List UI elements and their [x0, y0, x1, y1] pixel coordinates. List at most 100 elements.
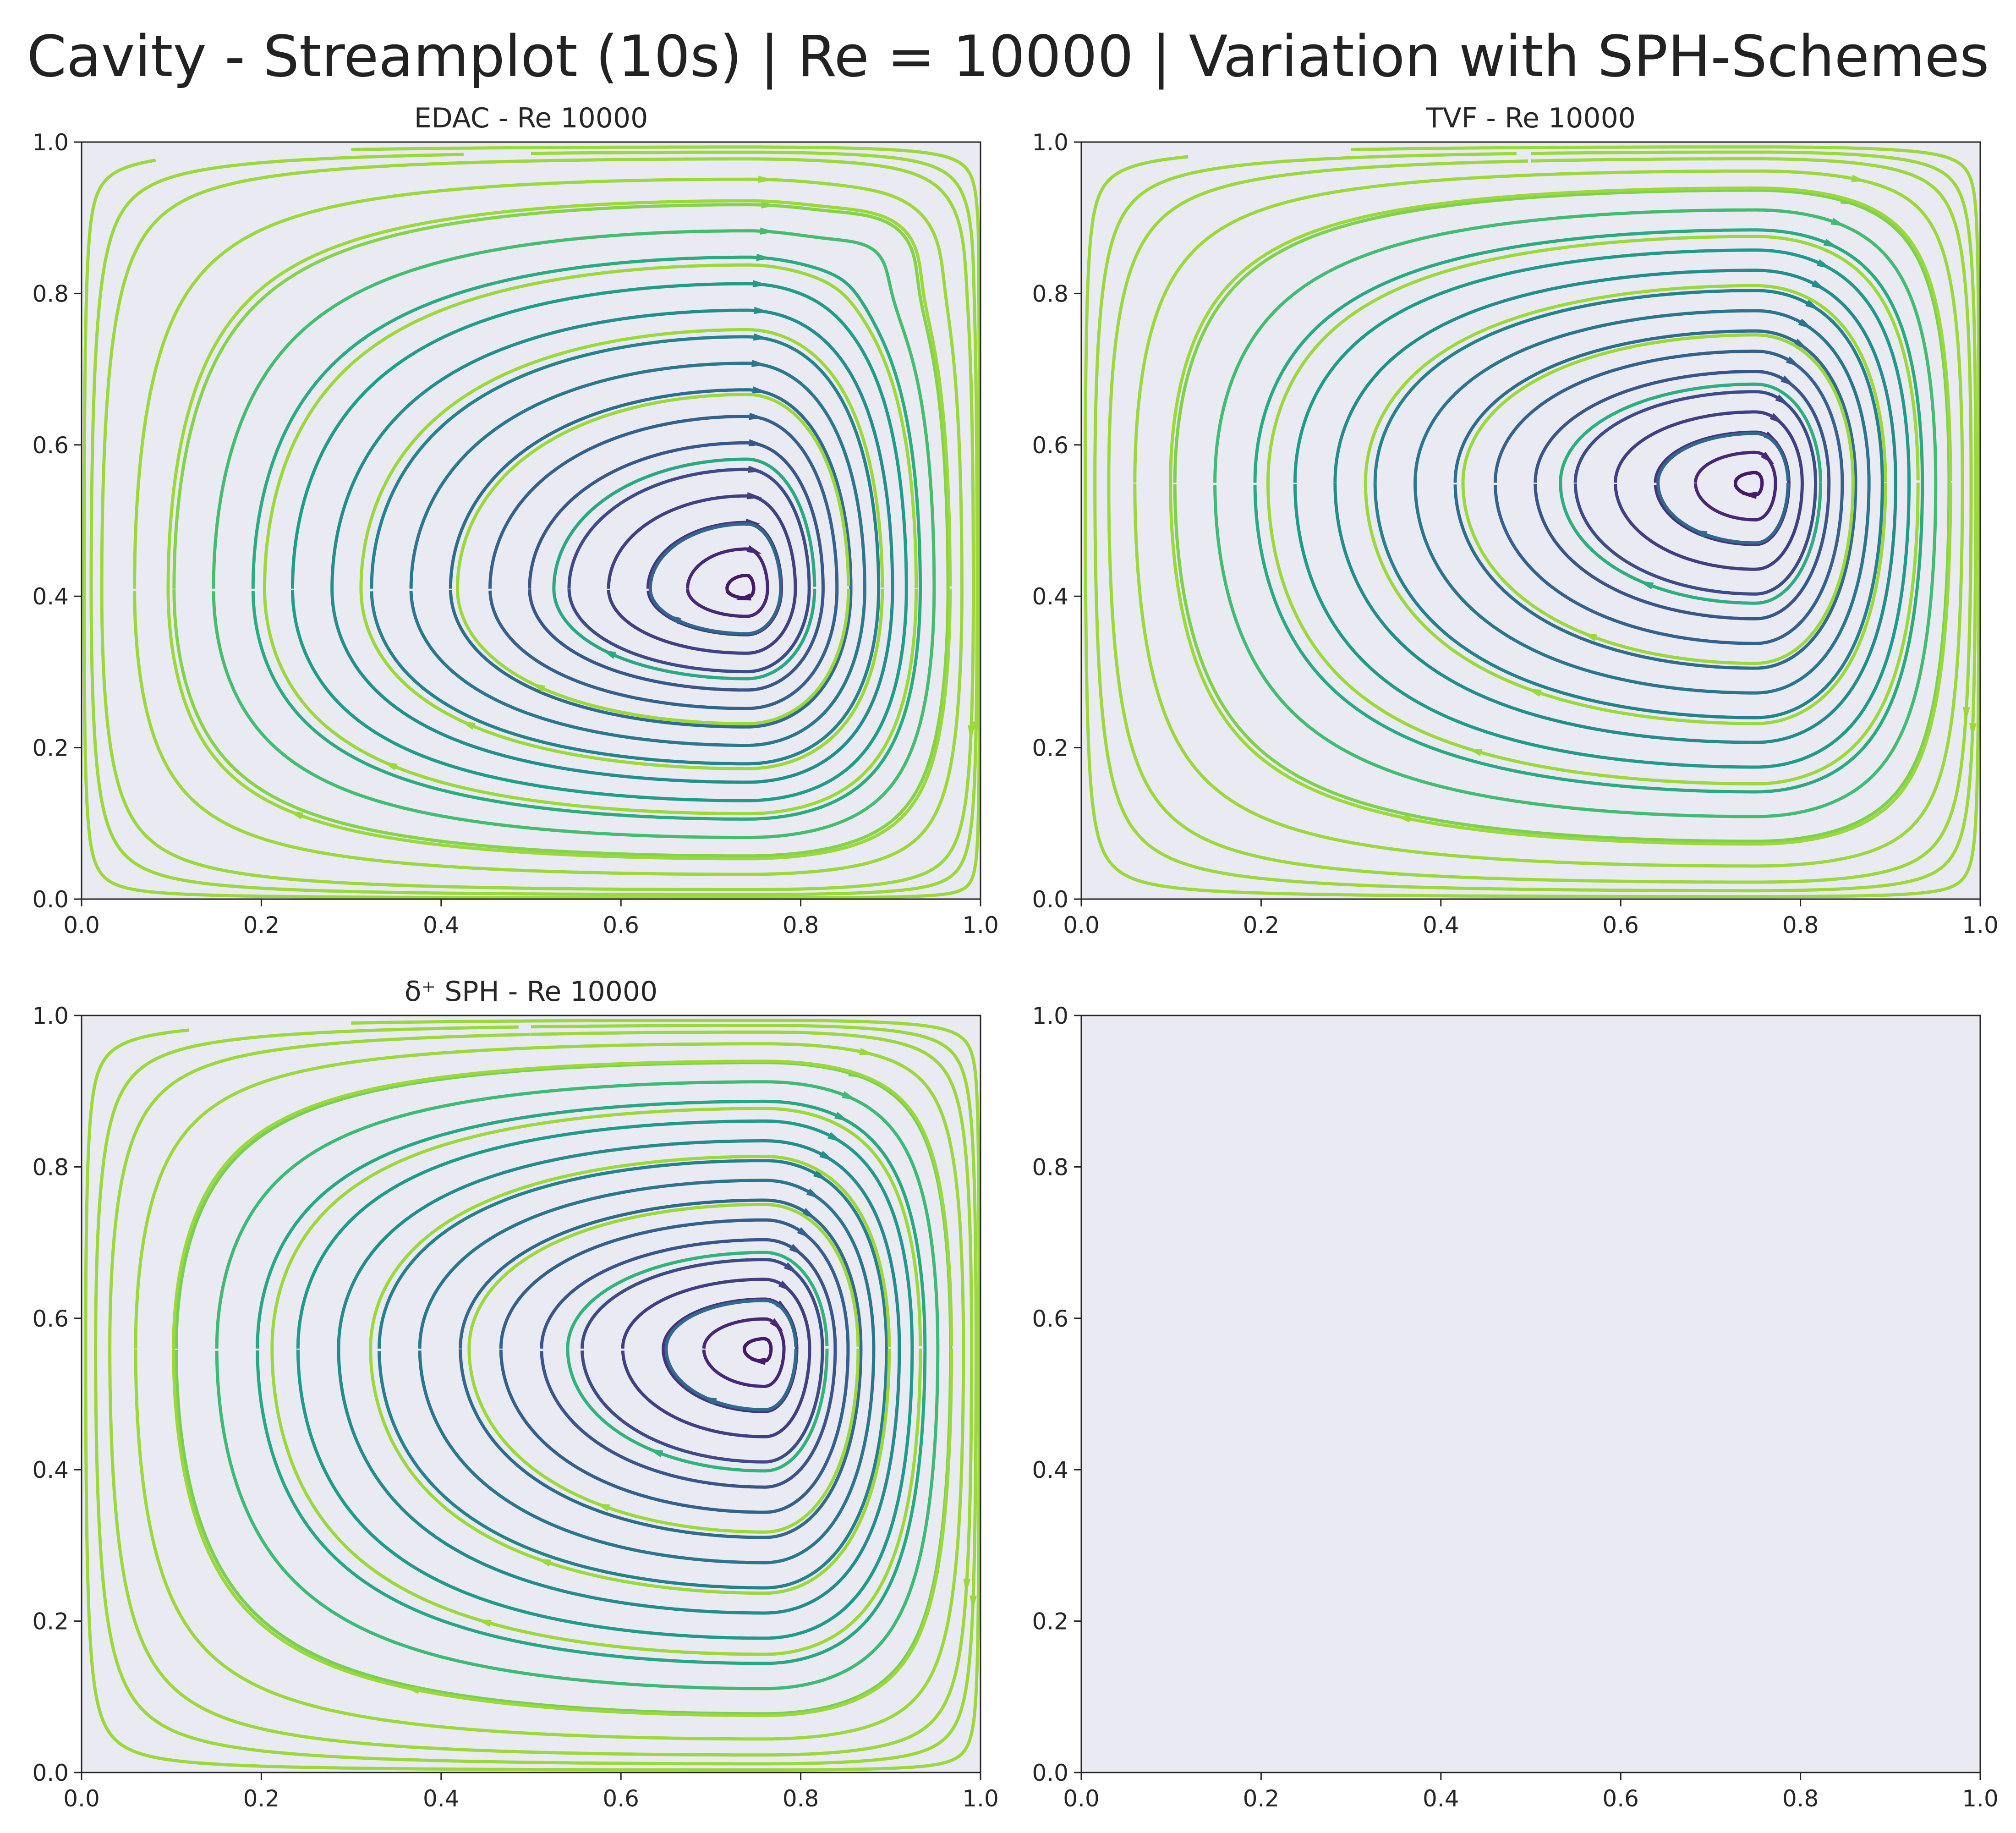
streamline: [1133, 169, 1964, 868]
y-tick-label: 0.0: [32, 1760, 69, 1786]
streamline-arrow: [460, 720, 476, 730]
streamline: [686, 547, 769, 618]
streamline-arrow: [761, 201, 777, 209]
streamline: [369, 1155, 891, 1595]
y-tick-label: 0.4: [1032, 1457, 1068, 1483]
x-tick-label: 0.4: [423, 912, 460, 938]
streamline-arrow: [747, 466, 763, 473]
streamline: [455, 393, 850, 725]
streamline-arrow: [601, 649, 617, 659]
x-tick-label: 0.2: [243, 912, 280, 938]
streamline-arrow: [842, 1091, 857, 1100]
y-tick-label: 0.4: [1032, 583, 1068, 610]
streamline: [337, 1139, 901, 1615]
streamline: [409, 362, 866, 747]
plot-area: [1081, 1015, 1980, 1773]
streamline: [1614, 410, 1804, 571]
streamline: [607, 494, 797, 655]
streamline-arrow: [1786, 356, 1801, 368]
streamline: [1213, 208, 1938, 818]
streamline: [499, 1218, 850, 1514]
streamline: [1253, 228, 1924, 794]
streamline: [89, 150, 979, 896]
streamline: [528, 441, 825, 692]
streamline-arrow: [746, 545, 762, 554]
y-tick-label: 1.0: [32, 129, 69, 156]
streamline: [1333, 269, 1897, 744]
streamline-arrow: [1638, 581, 1654, 590]
x-tick-label: 0.0: [63, 912, 100, 938]
streamline-arrow: [1769, 413, 1784, 424]
panel-edac: 0.0 0.2 0.4 0.6 0.8 1.0 0.0 0.2 0.4 0.6 0.8 1.0 EDAC…: [32, 102, 998, 938]
streamline-arrow: [1817, 259, 1832, 269]
streamline-arrow: [749, 412, 764, 420]
streamline-arrow: [1805, 300, 1820, 310]
panel-title: TVF - Re 10000: [1425, 102, 1636, 134]
streamline: [566, 1251, 829, 1473]
streamline: [378, 1159, 888, 1590]
streamline-arrow: [736, 593, 751, 601]
axes-frame: [81, 1015, 981, 1773]
y-tick-label: 0.0: [1032, 886, 1068, 913]
streamline: [108, 1030, 973, 1757]
x-tick-label: 0.2: [1243, 1785, 1280, 1812]
streamline-arrow: [666, 615, 681, 625]
streamline-arrow: [760, 227, 775, 235]
streamline: [296, 1119, 914, 1640]
streamline-arrow: [751, 360, 767, 367]
streamline-arrow: [1969, 723, 1977, 738]
streamline: [1534, 370, 1831, 620]
x-tick-label: 1.0: [962, 1785, 999, 1812]
streamline-arrow: [769, 1318, 783, 1331]
x-tick-label: 1.0: [962, 912, 999, 938]
streamline-arrow: [595, 1503, 610, 1512]
x-tick-label: 0.4: [423, 1785, 460, 1812]
streamline: [330, 308, 894, 784]
streamline: [552, 457, 816, 681]
streamline-arrow: [1775, 394, 1790, 406]
streamline-arrow: [1830, 218, 1846, 226]
y-tick-label: 0.2: [1032, 735, 1068, 762]
streamline-arrow: [476, 1619, 492, 1627]
streamline-arrow: [1742, 491, 1757, 499]
x-tick-label: 0.6: [603, 1785, 639, 1812]
x-tick-label: 0.8: [1782, 1785, 1819, 1812]
y-tick-label: 0.8: [1032, 280, 1068, 307]
y-tick-label: 0.8: [1032, 1154, 1068, 1180]
y-tick-label: 0.6: [1032, 432, 1068, 459]
streamline: [1364, 284, 1887, 725]
y-tick-label: 0.6: [32, 432, 69, 459]
streamline-arrow: [975, 1424, 981, 1440]
y-tick-label: 0.8: [32, 280, 69, 307]
streamline: [1461, 333, 1855, 665]
streamline-arrow: [1780, 375, 1796, 387]
y-tick-label: 0.2: [32, 1608, 69, 1635]
streamline-arrow: [797, 1227, 811, 1239]
panel-empty: 0.0 0.2 0.4 0.6 0.8 1.0 0.0 0.2 0.4 0.6 0.8 1.0: [1032, 1003, 1998, 1812]
streamline-arrow: [1395, 815, 1411, 823]
y-tick-label: 0.0: [1032, 1760, 1068, 1786]
streamline: [166, 199, 952, 861]
streamline: [84, 1019, 981, 1772]
y-tick-label: 0.4: [32, 583, 69, 610]
streamline: [263, 263, 918, 816]
streamline: [621, 1278, 811, 1438]
streamline: [702, 1317, 786, 1388]
y-tick-label: 0.0: [32, 886, 69, 913]
streamline-arrow: [968, 725, 975, 741]
streamline: [1107, 157, 1973, 884]
streamline-arrow: [404, 1687, 420, 1694]
streamline-arrow: [1760, 451, 1775, 465]
streamline-arrow: [834, 1112, 849, 1122]
streamline-arrow: [1764, 431, 1779, 443]
streamline-arrow: [536, 1558, 552, 1567]
y-tick-label: 1.0: [32, 1003, 69, 1029]
x-tick-label: 0.8: [783, 1785, 819, 1812]
streamline: [1693, 450, 1777, 521]
x-tick-label: 0.4: [1423, 912, 1459, 938]
streamline-arrow: [859, 1048, 875, 1055]
y-tick-label: 0.2: [1032, 1608, 1068, 1635]
y-tick-label: 0.6: [32, 1306, 69, 1332]
streamline: [1493, 349, 1844, 645]
figure-title: Cavity - Streamplot (10s) | Re = 10000 |…: [27, 24, 1989, 90]
